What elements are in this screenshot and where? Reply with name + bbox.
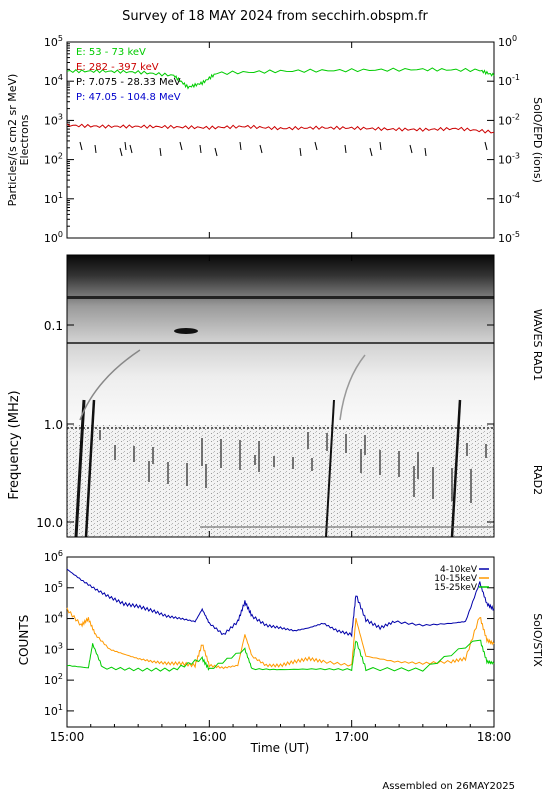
stix-ticks: 101 102 103 104 105 106 15:00 16:00 17:00 18:00	[44, 549, 511, 744]
epd-proton-mark	[94, 144, 97, 154]
page-title: Survey of 18 MAY 2024 from secchirh.obsp…	[122, 9, 428, 24]
epd-ytick-label: 100	[44, 230, 63, 245]
epd-ytick-label: 105	[44, 34, 63, 49]
footer-assembled: Assembled on 26MAY2025	[382, 781, 515, 792]
epd-y2tick-label: 10-2	[498, 112, 520, 127]
epd-lines	[66, 67, 495, 157]
epd-ylabel-right: SolO/EPD (ions)	[531, 97, 544, 183]
stix-ytick-label: 101	[44, 703, 63, 718]
waves-burst-strong	[450, 399, 462, 538]
epd-proton-mark	[314, 141, 318, 151]
epd-proton-mark	[409, 144, 413, 154]
waves-drift-arc	[79, 349, 141, 421]
stix-series-line	[66, 639, 495, 672]
stix-ylabel-right: SolO/STIX	[531, 613, 544, 667]
rad1-label: WAVES RAD1	[531, 309, 544, 381]
epd-proton-mark	[119, 147, 123, 157]
epd-ylabel: Particles/(s cm2 sr MeV)	[6, 74, 19, 207]
waves-burst-strong	[74, 399, 86, 538]
epd-legend-entry: E: 282 - 397 keV	[76, 62, 159, 73]
epd-proton-mark	[369, 147, 373, 157]
stix-panel: 101 102 103 104 105 106 15:00 16:00 17:00 18:00 4…	[17, 549, 544, 755]
waves-frame	[66, 254, 495, 538]
stix-ytick-label: 105	[44, 580, 63, 595]
epd-proton-mark	[129, 144, 133, 154]
epd-legend-entry: P: 7.075 - 28.33 MeV	[76, 77, 181, 88]
epd-proton-mark	[379, 141, 382, 151]
epd-y2tick-label: 10-1	[498, 73, 520, 88]
waves-drift-arc	[339, 354, 366, 421]
waves-ylabel: Frequency (MHz)	[7, 390, 22, 499]
stix-frame	[66, 556, 495, 728]
stix-ytick-label: 103	[44, 641, 63, 656]
epd-ylabel-electrons: Electrons	[18, 114, 31, 165]
epd-proton-mark	[124, 141, 127, 151]
epd-y2tick-label: 10-5	[498, 230, 520, 245]
epd-proton-mark	[179, 141, 183, 151]
waves-ytick-label: 0.1	[44, 319, 63, 333]
epd-ytick-label: 104	[44, 73, 63, 88]
waves-ticks: 0.1 1.0 10.0	[36, 255, 495, 537]
epd-series-line	[66, 123, 495, 134]
rad1-band	[67, 296, 494, 299]
stix-lines	[66, 568, 495, 672]
stix-ytick-label: 104	[44, 611, 63, 626]
epd-ytick-label: 101	[44, 191, 63, 206]
stix-legend-entry: 15-25keV	[434, 583, 478, 593]
rad1-band-2	[67, 342, 494, 344]
waves-bursts	[74, 349, 494, 538]
waves-burst-strong	[84, 399, 96, 538]
waves-panel: 0.1 1.0 10.0 Frequency (MHz) WAVES RAD1 RA…	[7, 254, 544, 538]
epd-proton-mark	[199, 144, 202, 154]
epd-proton-mark	[259, 144, 263, 154]
epd-proton-mark	[299, 147, 302, 157]
rad1-spectrogram	[67, 255, 494, 425]
epd-legend-entry: E: 53 - 73 keV	[76, 47, 146, 58]
rad2-spectrogram	[67, 425, 494, 537]
rad2-label: RAD2	[531, 465, 544, 495]
epd-ytick-label: 103	[44, 112, 63, 127]
waves-ytick-label: 1.0	[44, 418, 63, 432]
epd-proton-mark	[484, 141, 488, 151]
stix-xtick-label: 15:00	[50, 730, 85, 744]
epd-proton-mark	[424, 147, 427, 157]
stix-ytick-label: 106	[44, 549, 63, 564]
epd-proton-mark	[239, 141, 242, 151]
waves-ytick-label: 10.0	[36, 516, 63, 530]
waves-burst-strong	[325, 399, 335, 538]
epd-ytick-label: 102	[44, 152, 63, 167]
epd-ticks: 100 101 102 103 104 105 10-5 10-4 10-3 10-2 10-1 10…	[44, 34, 520, 245]
rad1-burst	[174, 328, 198, 334]
epd-proton-mark	[344, 144, 347, 154]
stix-legend-entry: 4-10keV	[440, 565, 478, 575]
epd-proton-mark	[79, 141, 83, 151]
stix-series-line	[66, 568, 495, 638]
epd-legend: E: 53 - 73 keV E: 282 - 397 keV P: 7.075 -…	[76, 47, 181, 103]
epd-y2tick-label: 10-3	[498, 152, 520, 167]
stix-xtick-label: 16:00	[192, 730, 227, 744]
epd-proton-mark	[159, 147, 162, 157]
stix-xtick-label: 18:00	[477, 730, 512, 744]
epd-y2tick-label: 100	[498, 34, 517, 49]
epd-proton-mark	[214, 147, 218, 157]
stix-xlabel: Time (UT)	[250, 741, 310, 755]
epd-y2tick-label: 10-4	[498, 191, 520, 206]
epd-series-line	[66, 67, 495, 90]
epd-frame	[66, 41, 495, 239]
stix-xtick-label: 17:00	[334, 730, 369, 744]
epd-panel: 100 101 102 103 104 105 10-5 10-4 10-3 10-2 10-1 10…	[6, 34, 544, 245]
stix-legend-entry: 10-15keV	[434, 574, 478, 584]
stix-series-line	[66, 607, 495, 670]
stix-ytick-label: 102	[44, 672, 63, 687]
stix-ylabel: COUNTS	[17, 615, 31, 666]
epd-legend-entry: P: 47.05 - 104.8 MeV	[76, 92, 181, 103]
